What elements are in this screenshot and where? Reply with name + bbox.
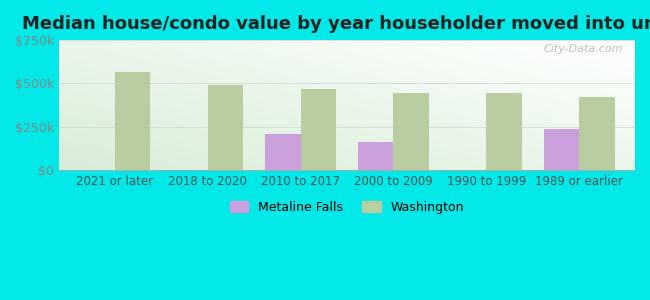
Bar (265, 134, 300, 170)
Bar (579, 97, 614, 170)
Legend: Metaline Falls, Washington: Metaline Falls, Washington (225, 196, 469, 219)
Title: Median house/condo value by year householder moved into unit: Median house/condo value by year househo… (22, 15, 650, 33)
Bar (393, 92, 429, 170)
Bar (115, 72, 150, 170)
Bar (300, 89, 336, 170)
Text: City-Data.com: City-Data.com (544, 44, 623, 54)
Bar (544, 129, 579, 170)
Bar (208, 85, 243, 170)
Bar (358, 142, 393, 170)
Bar (486, 93, 522, 170)
